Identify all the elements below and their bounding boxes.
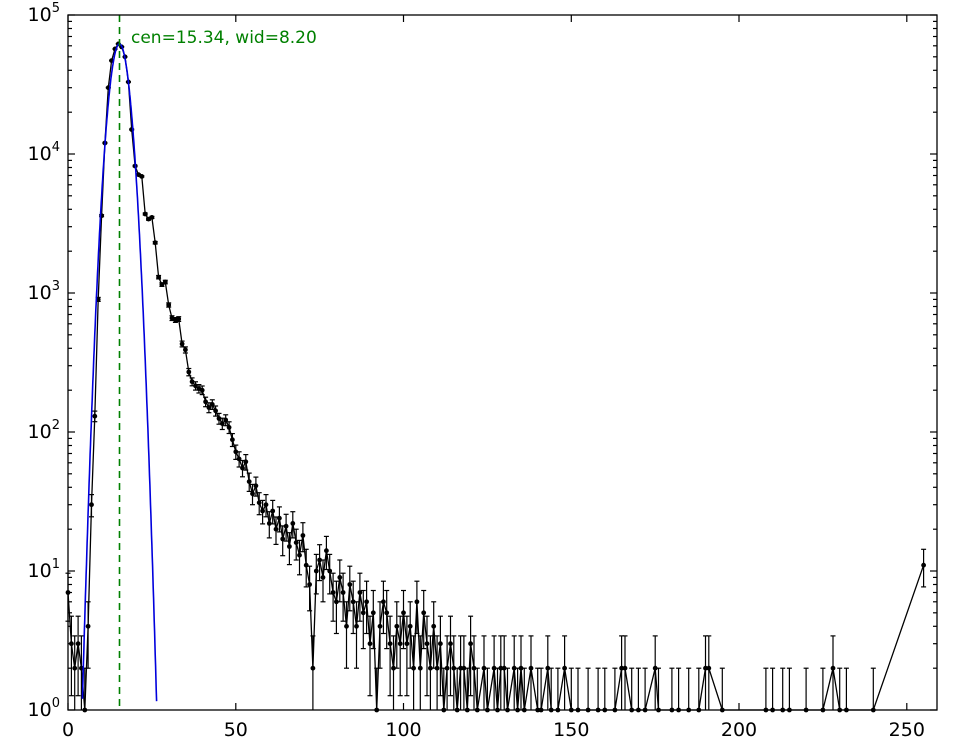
svg-text:50: 50	[224, 719, 248, 741]
svg-text:0: 0	[62, 719, 74, 741]
svg-text:101: 101	[28, 557, 60, 582]
svg-text:250: 250	[889, 719, 925, 741]
svg-text:200: 200	[721, 719, 757, 741]
fit-annotation: cen=15.34, wid=8.20	[131, 28, 317, 48]
svg-text:100: 100	[385, 719, 421, 741]
svg-text:102: 102	[28, 418, 60, 443]
svg-text:104: 104	[28, 140, 60, 165]
svg-text:103: 103	[28, 279, 60, 304]
svg-text:150: 150	[553, 719, 589, 741]
svg-text:100: 100	[28, 696, 60, 721]
svg-text:105: 105	[28, 1, 60, 26]
